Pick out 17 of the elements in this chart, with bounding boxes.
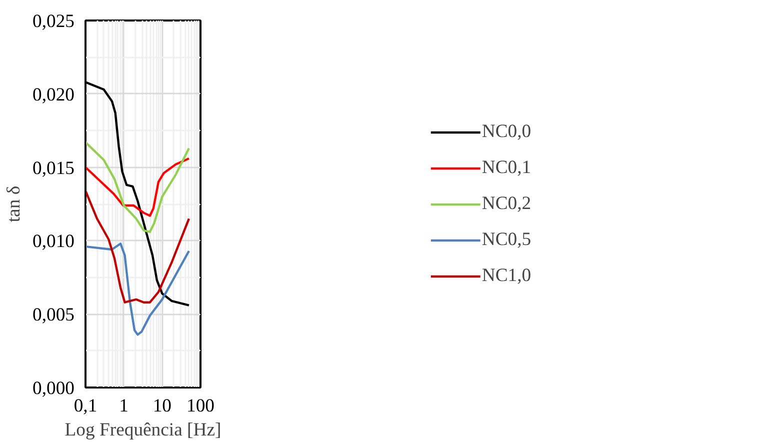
- legend-label: NC1,0: [482, 264, 532, 286]
- y-tick-label: 0,015: [32, 158, 75, 179]
- y-tick-label: 0,000: [32, 378, 75, 399]
- y-tick-label: 0,005: [32, 304, 75, 326]
- y-axis-title: tan δ: [4, 186, 25, 222]
- legend-label: NC0,2: [482, 192, 532, 214]
- x-tick-label: 10: [152, 396, 172, 416]
- y-tick-label: 0,025: [32, 11, 75, 32]
- x-axis-title: Log Frequência [Hz]: [64, 420, 222, 440]
- x-tick-label: 100: [186, 396, 214, 416]
- y-tick-label: 0,020: [32, 84, 75, 106]
- y-tick-label: 0,010: [32, 231, 75, 252]
- x-tick-label: 1: [119, 396, 128, 416]
- x-tick-label: 0,1: [74, 396, 98, 416]
- legend-label: NC0,1: [482, 156, 532, 178]
- legend-label: NC0,0: [482, 120, 532, 142]
- legend-label: NC0,5: [482, 228, 532, 250]
